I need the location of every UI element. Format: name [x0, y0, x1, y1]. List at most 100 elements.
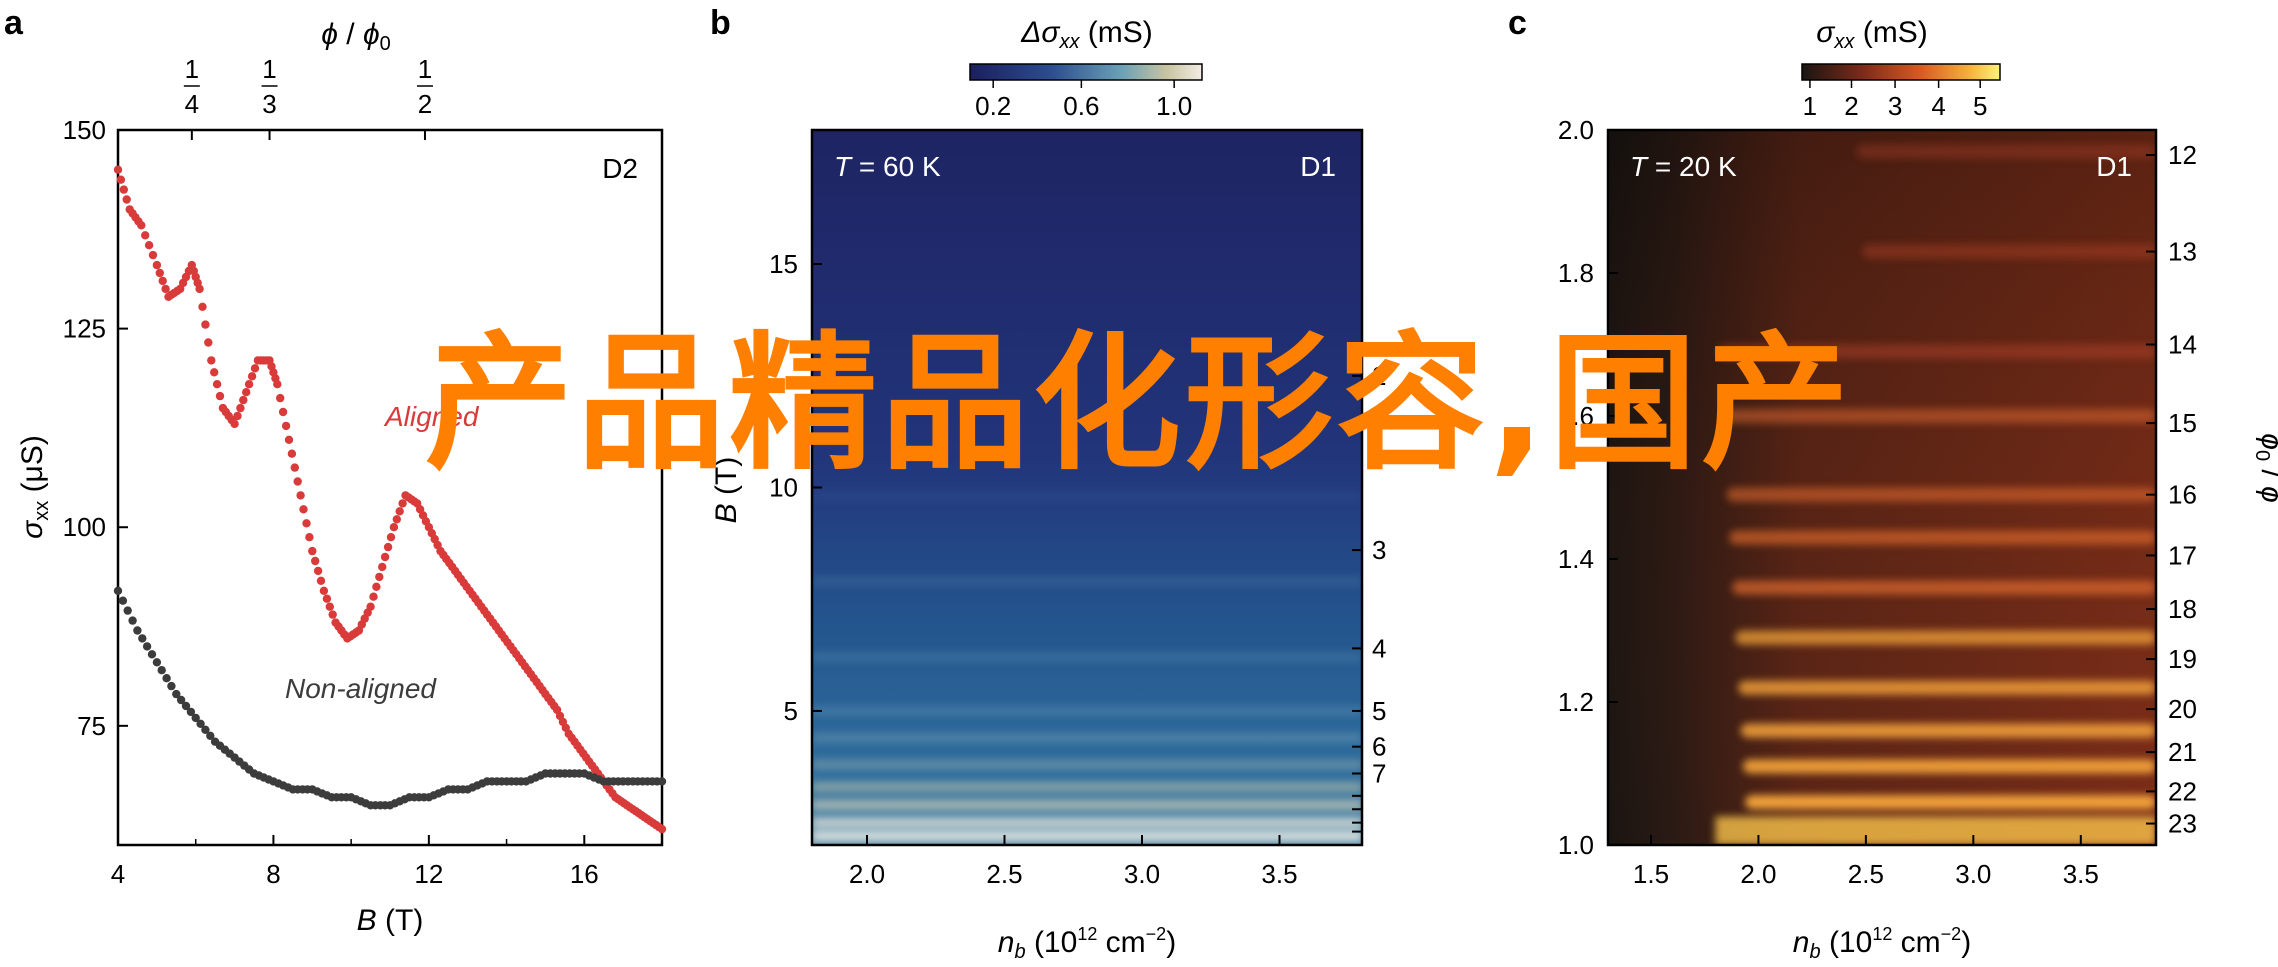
panel-c-right-tick-label: 19	[2168, 644, 2197, 674]
svg-text:2: 2	[418, 89, 432, 119]
colorbar-tick-label: 1.0	[1156, 91, 1192, 121]
panel-a-data-marks	[113, 165, 667, 834]
svg-text:1: 1	[418, 54, 432, 84]
non-aligned-data-point	[152, 658, 162, 667]
panel-c-temperature: T = 20 K	[1630, 151, 1737, 182]
panel-c-right-tick-label: 17	[2168, 540, 2197, 570]
panel-b-sample-label: D1	[1300, 151, 1336, 182]
non-aligned-data-point	[157, 666, 166, 675]
panel-c-heatmap	[1608, 130, 2156, 845]
panel-a-ytick-label: 150	[63, 115, 106, 145]
panel-b-xtick-label: 2.0	[849, 859, 885, 889]
panel-a-letter: a	[4, 4, 24, 42]
aligned-data-point	[210, 368, 219, 377]
aligned-data-point	[250, 364, 260, 373]
panel-c-fringe	[1740, 723, 2156, 738]
colorbar-tick-label: 2	[1844, 91, 1858, 121]
aligned-data-point	[366, 602, 375, 611]
panel-b-ytick-label: 15	[769, 249, 798, 279]
panel-c-right-tick-label: 13	[2168, 237, 2197, 267]
non-aligned-data-point	[118, 596, 128, 605]
panel-a-top-tick-label: 14	[183, 54, 200, 119]
aligned-data-point	[395, 507, 404, 516]
aligned-data-point	[296, 491, 305, 500]
panel-a-xtick-label: 12	[414, 859, 443, 889]
watermark-overlay: 产品精品化形容,国产	[424, 318, 1854, 490]
non-aligned-data-point	[657, 777, 667, 786]
panel-c-colorbar-label: σxx (mS)	[1816, 16, 1927, 53]
non-aligned-data-point	[113, 586, 123, 595]
non-aligned-data-point	[172, 689, 181, 699]
aligned-data-point	[313, 566, 323, 576]
aligned-data-point	[308, 546, 317, 556]
aligned-data-point	[242, 388, 251, 397]
panel-b-fringe	[812, 817, 1362, 828]
panel-b-xtick-label: 3.0	[1124, 859, 1160, 889]
panel-b-right-tick-label: 4	[1372, 633, 1386, 663]
aligned-data-point	[215, 391, 225, 401]
aligned-data-point	[201, 320, 210, 329]
aligned-data-point	[319, 586, 329, 595]
legend-non-aligned-label: Non-aligned	[285, 673, 437, 704]
panel-c-xtick-label: 1.5	[1633, 859, 1669, 889]
panel-a-ytick-label: 75	[77, 711, 106, 741]
panel-a-ytick-label: 100	[63, 512, 106, 542]
panel-c-xtick-label: 3.0	[1955, 859, 1991, 889]
aligned-data-point	[204, 338, 213, 347]
panel-c-xtick-label: 2.0	[1740, 859, 1776, 889]
panel-b-temperature: T = 60 K	[834, 151, 941, 182]
panel-c-ytick-label: 1.2	[1558, 687, 1594, 717]
aligned-data-point	[141, 231, 150, 240]
panel-c-ytick-label: 2.0	[1558, 115, 1594, 145]
panel-a-top-tick-label: 13	[261, 54, 278, 119]
panel-b-letter: b	[710, 4, 731, 42]
colorbar-tick-label: 1	[1803, 91, 1817, 121]
panel-c-right-tick-label: 16	[2168, 480, 2197, 510]
aligned-data-point	[389, 523, 399, 532]
aligned-data-point	[281, 421, 291, 431]
aligned-data-point	[137, 221, 146, 230]
panel-b-colorbar-ticks: 0.2 0.6 1.0	[975, 80, 1192, 121]
aligned-data-point	[311, 556, 320, 566]
aligned-data-point	[198, 302, 207, 311]
aligned-data-point	[212, 380, 222, 389]
panel-c-fringe	[1742, 759, 2156, 774]
panel-b-fringe	[812, 831, 1362, 842]
svg-text:4: 4	[185, 89, 199, 119]
panel-c-xlabel: nb (1012 cm−2)	[1793, 924, 1971, 963]
panel-b-fringe	[812, 732, 1362, 743]
svg-text:3: 3	[262, 89, 276, 119]
panel-c-fringe	[1729, 530, 2156, 545]
non-aligned-data-point	[128, 616, 137, 625]
non-aligned-data-point	[167, 681, 176, 691]
non-aligned-data-point	[138, 634, 147, 643]
aligned-data-point	[375, 572, 384, 582]
panel-c-ytick-label: 1.8	[1558, 258, 1594, 288]
panel-a-ytick-label: 125	[63, 314, 106, 344]
panel-c-right-tick-label: 23	[2168, 809, 2197, 839]
aligned-data-point	[287, 449, 297, 458]
aligned-data-point	[305, 533, 314, 542]
panel-c-right-tick-label: 14	[2168, 330, 2197, 360]
aligned-data-point	[122, 195, 131, 204]
non-aligned-data-point	[181, 701, 191, 711]
panel-a-xtick-label: 16	[570, 859, 599, 889]
svg-text:1: 1	[185, 54, 199, 84]
panel-b-right-tick-label: 3	[1372, 535, 1386, 565]
aligned-data-point	[398, 499, 407, 508]
aligned-data-point	[152, 260, 162, 270]
panel-c-fringe	[1738, 680, 2156, 695]
panel-b-fringe	[812, 576, 1362, 587]
non-aligned-data-point	[133, 626, 142, 635]
panel-b-heatmap	[812, 130, 1362, 845]
panel-b-ytick-label: 5	[784, 696, 798, 726]
panel-c-right-tick-label: 12	[2168, 140, 2197, 170]
aligned-data-point	[299, 505, 308, 514]
non-aligned-data-point	[201, 725, 210, 734]
panel-b-right-tick-label: 2	[1372, 361, 1386, 391]
non-aligned-data-point	[186, 707, 196, 717]
panel-b-xlabel: nb (1012 cm−2)	[998, 924, 1176, 963]
svg-text:1: 1	[262, 54, 276, 84]
